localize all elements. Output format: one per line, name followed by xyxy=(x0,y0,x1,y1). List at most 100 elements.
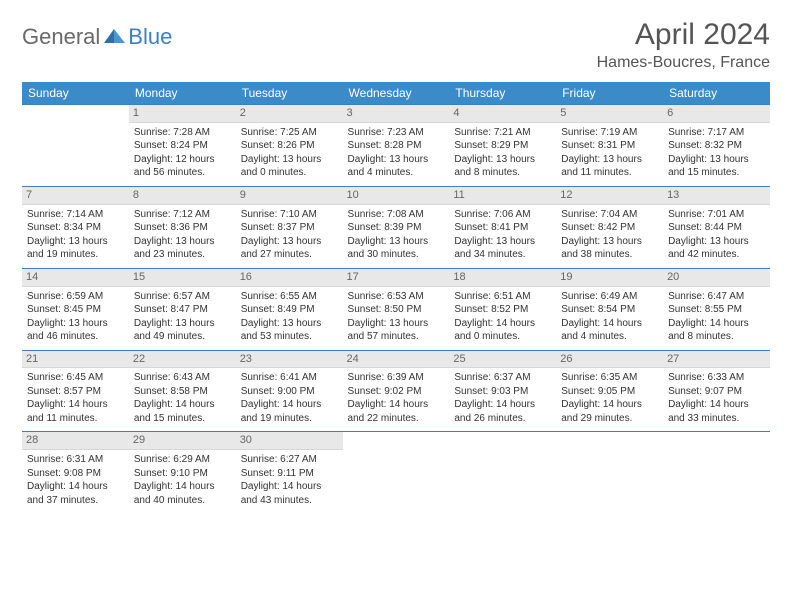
calendar-day-cell: 4 Sunrise: 7:21 AMSunset: 8:29 PMDaylight… xyxy=(449,105,556,187)
weekday-header: Saturday xyxy=(663,82,770,105)
calendar-week-row: 21Sunrise: 6:45 AMSunset: 8:57 PMDayligh… xyxy=(22,350,770,432)
calendar-day-cell: 1 Sunrise: 7:28 AMSunset: 8:24 PMDaylight… xyxy=(129,105,236,187)
day-details: Sunrise: 7:08 AMSunset: 8:39 PMDaylight:… xyxy=(348,208,445,262)
day-details: Sunrise: 6:31 AMSunset: 9:08 PMDaylight:… xyxy=(27,453,124,507)
day-number: 4 xyxy=(449,105,556,123)
day-details: Sunrise: 7:28 AMSunset: 8:24 PMDaylight:… xyxy=(134,126,231,180)
day-number: 9 xyxy=(236,187,343,205)
calendar-day-cell: 2Sunrise: 7:25 AMSunset: 8:26 PMDaylight… xyxy=(236,105,343,187)
day-details: Sunrise: 6:41 AMSunset: 9:00 PMDaylight:… xyxy=(241,371,338,425)
day-details: Sunrise: 6:43 AMSunset: 8:58 PMDaylight:… xyxy=(134,371,231,425)
calendar-day-cell: 22Sunrise: 6:43 AMSunset: 8:58 PMDayligh… xyxy=(129,350,236,432)
day-number: 11 xyxy=(449,187,556,205)
logo-text-blue: Blue xyxy=(128,24,172,50)
calendar-week-row: 14 Sunrise: 6:59 AMSunset: 8:45 PMDayligh… xyxy=(22,268,770,350)
calendar-week-row: 7Sunrise: 7:14 AMSunset: 8:34 PMDaylight… xyxy=(22,186,770,268)
day-number: 3 xyxy=(343,105,450,123)
day-details: Sunrise: 6:49 AMSunset: 8:54 PMDaylight:… xyxy=(561,290,658,344)
day-details: Sunrise: 6:37 AMSunset: 9:03 PMDaylight:… xyxy=(454,371,551,425)
day-number: 19 xyxy=(556,269,663,287)
day-details: Sunrise: 7:12 AMSunset: 8:36 PMDaylight:… xyxy=(134,208,231,262)
day-details: Sunrise: 6:29 AMSunset: 9:10 PMDaylight:… xyxy=(134,453,231,507)
day-number: 21 xyxy=(22,351,129,369)
calendar-day-cell: 13 Sunrise: 7:01 AMSunset: 8:44 PMDayligh… xyxy=(663,186,770,268)
day-number: 8 xyxy=(129,187,236,205)
weekday-header: Tuesday xyxy=(236,82,343,105)
calendar-day-cell: 24 Sunrise: 6:39 AMSunset: 9:02 PMDayligh… xyxy=(343,350,450,432)
day-number: 15 xyxy=(129,269,236,287)
calendar-day-cell: 10 Sunrise: 7:08 AMSunset: 8:39 PMDayligh… xyxy=(343,186,450,268)
calendar-day-cell: 7Sunrise: 7:14 AMSunset: 8:34 PMDaylight… xyxy=(22,186,129,268)
day-number: 16 xyxy=(236,269,343,287)
calendar-day-cell: 18 Sunrise: 6:51 AMSunset: 8:52 PMDayligh… xyxy=(449,268,556,350)
day-details: Sunrise: 6:57 AMSunset: 8:47 PMDaylight:… xyxy=(134,290,231,344)
day-details: Sunrise: 6:47 AMSunset: 8:55 PMDaylight:… xyxy=(668,290,765,344)
day-number: 5 xyxy=(556,105,663,123)
day-number: 12 xyxy=(556,187,663,205)
day-number: 24 xyxy=(343,351,450,369)
calendar-day-cell: 3 Sunrise: 7:23 AMSunset: 8:28 PMDaylight… xyxy=(343,105,450,187)
header: General Blue April 2024 Hames-Boucres, F… xyxy=(22,18,770,72)
calendar-day-cell xyxy=(22,105,129,187)
day-details: Sunrise: 7:01 AMSunset: 8:44 PMDaylight:… xyxy=(668,208,765,262)
day-details: Sunrise: 7:04 AMSunset: 8:42 PMDaylight:… xyxy=(561,208,658,262)
calendar-day-cell: 11 Sunrise: 7:06 AMSunset: 8:41 PMDayligh… xyxy=(449,186,556,268)
calendar-day-cell: 12 Sunrise: 7:04 AMSunset: 8:42 PMDayligh… xyxy=(556,186,663,268)
calendar-day-cell: 15 Sunrise: 6:57 AMSunset: 8:47 PMDayligh… xyxy=(129,268,236,350)
logo-text-general: General xyxy=(22,24,100,50)
calendar-table: SundayMondayTuesdayWednesdayThursdayFrid… xyxy=(22,82,770,513)
calendar-body: 1 Sunrise: 7:28 AMSunset: 8:24 PMDaylight… xyxy=(22,105,770,514)
day-details: Sunrise: 6:55 AMSunset: 8:49 PMDaylight:… xyxy=(241,290,338,344)
logo: General Blue xyxy=(22,24,172,50)
calendar-week-row: 1 Sunrise: 7:28 AMSunset: 8:24 PMDaylight… xyxy=(22,105,770,187)
weekday-header: Thursday xyxy=(449,82,556,105)
day-details: Sunrise: 6:51 AMSunset: 8:52 PMDaylight:… xyxy=(454,290,551,344)
day-details: Sunrise: 7:23 AMSunset: 8:28 PMDaylight:… xyxy=(348,126,445,180)
day-details: Sunrise: 6:33 AMSunset: 9:07 PMDaylight:… xyxy=(668,371,765,425)
calendar-day-cell: 19 Sunrise: 6:49 AMSunset: 8:54 PMDayligh… xyxy=(556,268,663,350)
calendar-day-cell: 14 Sunrise: 6:59 AMSunset: 8:45 PMDayligh… xyxy=(22,268,129,350)
day-number: 14 xyxy=(22,269,129,287)
day-details: Sunrise: 7:10 AMSunset: 8:37 PMDaylight:… xyxy=(241,208,338,262)
day-number: 1 xyxy=(129,105,236,123)
calendar-day-cell: 28 Sunrise: 6:31 AMSunset: 9:08 PMDayligh… xyxy=(22,432,129,513)
day-details: Sunrise: 7:25 AMSunset: 8:26 PMDaylight:… xyxy=(241,126,338,180)
calendar-day-cell: 9 Sunrise: 7:10 AMSunset: 8:37 PMDaylight… xyxy=(236,186,343,268)
day-details: Sunrise: 6:27 AMSunset: 9:11 PMDaylight:… xyxy=(241,453,338,507)
weekday-header: Wednesday xyxy=(343,82,450,105)
calendar-day-cell: 5 Sunrise: 7:19 AMSunset: 8:31 PMDaylight… xyxy=(556,105,663,187)
calendar-day-cell: 27Sunrise: 6:33 AMSunset: 9:07 PMDayligh… xyxy=(663,350,770,432)
calendar-day-cell: 23 Sunrise: 6:41 AMSunset: 9:00 PMDayligh… xyxy=(236,350,343,432)
calendar-day-cell: 17Sunrise: 6:53 AMSunset: 8:50 PMDayligh… xyxy=(343,268,450,350)
calendar-day-cell: 6Sunrise: 7:17 AMSunset: 8:32 PMDaylight… xyxy=(663,105,770,187)
day-details: Sunrise: 6:53 AMSunset: 8:50 PMDaylight:… xyxy=(348,290,445,344)
calendar-day-cell: 25Sunrise: 6:37 AMSunset: 9:03 PMDayligh… xyxy=(449,350,556,432)
day-number: 13 xyxy=(663,187,770,205)
month-title: April 2024 xyxy=(597,18,770,52)
calendar-day-cell: 29Sunrise: 6:29 AMSunset: 9:10 PMDayligh… xyxy=(129,432,236,513)
logo-triangle-icon xyxy=(104,26,126,49)
calendar-day-cell xyxy=(449,432,556,513)
day-number: 23 xyxy=(236,351,343,369)
day-number: 30 xyxy=(236,432,343,450)
day-number: 18 xyxy=(449,269,556,287)
weekday-header: Sunday xyxy=(22,82,129,105)
calendar-header: SundayMondayTuesdayWednesdayThursdayFrid… xyxy=(22,82,770,105)
day-number: 20 xyxy=(663,269,770,287)
day-details: Sunrise: 7:21 AMSunset: 8:29 PMDaylight:… xyxy=(454,126,551,180)
day-details: Sunrise: 6:39 AMSunset: 9:02 PMDaylight:… xyxy=(348,371,445,425)
weekday-header: Friday xyxy=(556,82,663,105)
calendar-day-cell: 26Sunrise: 6:35 AMSunset: 9:05 PMDayligh… xyxy=(556,350,663,432)
day-number: 10 xyxy=(343,187,450,205)
calendar-day-cell: 20 Sunrise: 6:47 AMSunset: 8:55 PMDayligh… xyxy=(663,268,770,350)
day-details: Sunrise: 6:59 AMSunset: 8:45 PMDaylight:… xyxy=(27,290,124,344)
calendar-day-cell xyxy=(663,432,770,513)
day-number: 28 xyxy=(22,432,129,450)
calendar-day-cell xyxy=(343,432,450,513)
day-details: Sunrise: 7:19 AMSunset: 8:31 PMDaylight:… xyxy=(561,126,658,180)
title-block: April 2024 Hames-Boucres, France xyxy=(597,18,770,72)
calendar-day-cell: 21Sunrise: 6:45 AMSunset: 8:57 PMDayligh… xyxy=(22,350,129,432)
day-details: Sunrise: 7:06 AMSunset: 8:41 PMDaylight:… xyxy=(454,208,551,262)
location: Hames-Boucres, France xyxy=(597,54,770,72)
calendar-day-cell xyxy=(556,432,663,513)
